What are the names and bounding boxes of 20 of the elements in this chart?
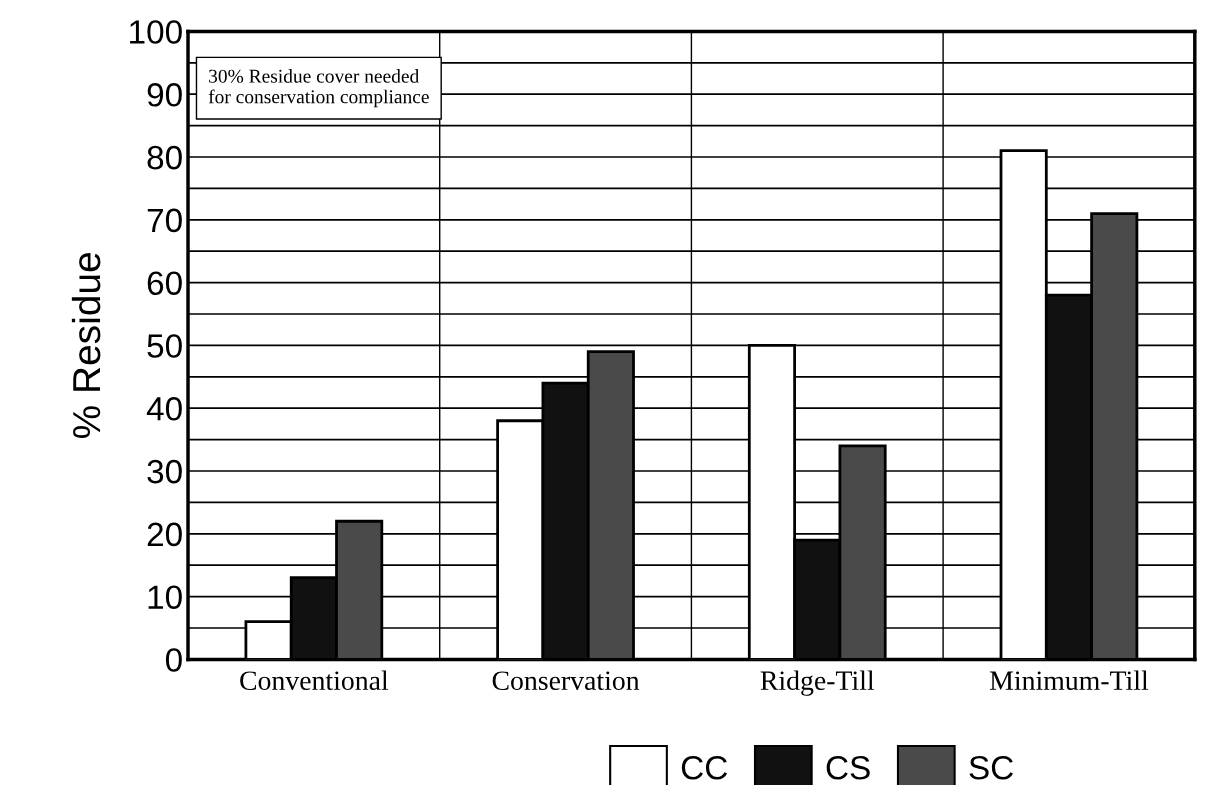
annotation: 30% Residue cover needed for conservation compliance [208,69,429,108]
legend-label: CC [681,755,728,780]
y-tick-label: 60 [147,271,182,296]
y-tick-label: 90 [147,83,182,107]
y-tick-label: 0 [165,648,182,672]
y-tick-label: 50 [147,334,182,358]
y-tick-label: 100 [130,20,182,44]
legend-label: SC [969,755,1013,780]
y-tick-label: 10 [148,585,182,610]
y-tick-label: 20 [147,522,182,547]
y-tick-label: 30 [147,459,182,484]
y-tick-label: 70 [147,208,182,233]
x-tick-label: Minimum-Till [990,670,1149,691]
x-tick-label: Ridge-Till [760,670,875,696]
y-axis-title: % Residue [71,253,101,439]
y-tick-label: 40 [146,397,182,421]
x-tick-label: Conventional [240,670,389,691]
x-tick-label: Conservation [492,671,640,691]
y-tick-label: 80 [147,145,182,170]
legend-label: CS [826,755,870,780]
